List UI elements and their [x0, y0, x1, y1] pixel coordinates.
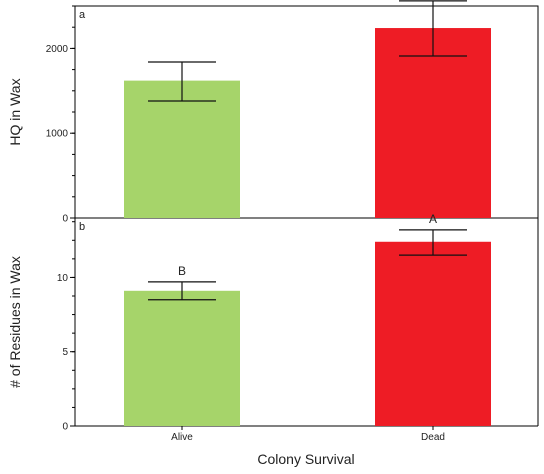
x-tick-labels: Alive Dead [171, 426, 445, 443]
panel-b-bar-alive [124, 290, 240, 426]
panel-a-bar-dead [375, 28, 491, 218]
panel-a-bar-alive [124, 80, 240, 219]
panel-a-y-axis-label: HQ in Wax [7, 78, 23, 145]
panel-a-y-ticks: 0 1000 2000 [46, 5, 75, 225]
panel-b-significance-letter-alive: B [178, 264, 186, 278]
panel-b-y-tick-label: 10 [57, 273, 69, 284]
x-axis-label: Colony Survival [257, 451, 354, 467]
panel-a-bars [124, 0, 491, 219]
panel-b-significance-letter-dead: A [429, 212, 437, 226]
panel-b-y-tick-label: 0 [62, 422, 68, 433]
panel-b-bar-dead [375, 241, 491, 426]
panel-b-y-tick-label: 5 [62, 347, 68, 358]
panel-a-y-tick-label: 0 [62, 214, 68, 225]
x-tick-label-alive: Alive [171, 432, 193, 443]
panel-b-bars: BA [124, 212, 491, 426]
panel-b-y-ticks: 0 5 10 [57, 221, 75, 433]
panel-b-letter: b [79, 221, 85, 233]
panel-a-letter: a [79, 9, 86, 21]
panel-a-y-tick-label: 1000 [46, 129, 69, 140]
panel-b-y-axis-label: # of Residues in Wax [7, 256, 23, 388]
panel-a: a HQ in Wax 0 1000 2000 [7, 0, 539, 225]
panel-a-y-tick-label: 2000 [46, 44, 69, 55]
x-tick-label-dead: Dead [421, 432, 445, 443]
